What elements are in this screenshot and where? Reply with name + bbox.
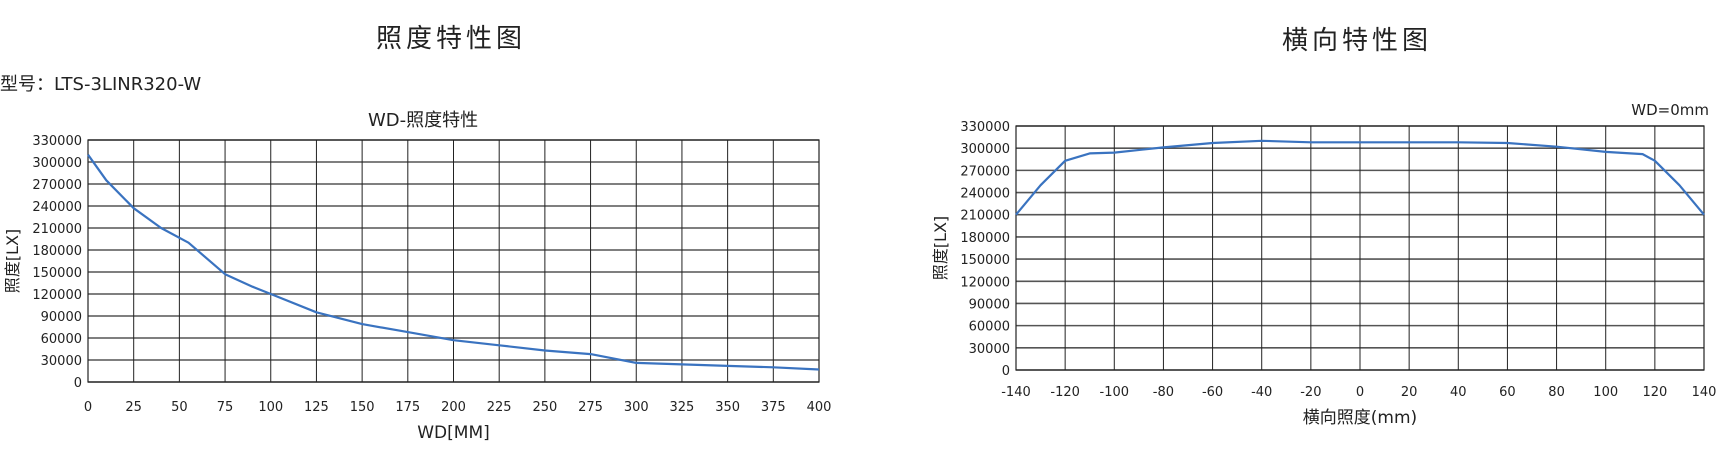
x-tick-label: 25 bbox=[125, 400, 142, 415]
y-tick-label: 300000 bbox=[960, 142, 1010, 157]
x-tick-label: 400 bbox=[807, 400, 832, 415]
y-axis-label: 照度[LX] bbox=[931, 216, 950, 280]
y-tick-label: 120000 bbox=[960, 275, 1010, 290]
y-tick-label: 30000 bbox=[41, 354, 82, 369]
x-tick-label: 325 bbox=[670, 400, 695, 415]
left-page-title: 照度特性图 bbox=[376, 24, 527, 54]
y-tick-label: 270000 bbox=[32, 178, 82, 193]
x-tick-label: 75 bbox=[217, 400, 234, 415]
x-tick-label: -20 bbox=[1300, 385, 1321, 400]
x-tick-label: -120 bbox=[1050, 385, 1080, 400]
y-axis-label: 照度[LX] bbox=[3, 229, 22, 293]
x-tick-label: 100 bbox=[258, 400, 283, 415]
x-tick-label: 125 bbox=[304, 400, 329, 415]
y-tick-label: 300000 bbox=[32, 156, 82, 171]
x-tick-label: 80 bbox=[1548, 385, 1565, 400]
x-tick-label: 175 bbox=[395, 400, 420, 415]
wd-annotation: WD=0mm bbox=[1631, 101, 1709, 119]
x-tick-label: 150 bbox=[350, 400, 375, 415]
x-tick-label: -40 bbox=[1251, 385, 1272, 400]
x-tick-label: 225 bbox=[487, 400, 512, 415]
y-tick-label: 150000 bbox=[32, 266, 82, 281]
y-tick-label: 90000 bbox=[969, 297, 1010, 312]
x-tick-label: -100 bbox=[1100, 385, 1130, 400]
y-tick-label: 210000 bbox=[32, 222, 82, 237]
x-tick-label: -80 bbox=[1153, 385, 1174, 400]
x-tick-label: 275 bbox=[578, 400, 603, 415]
y-tick-label: 0 bbox=[74, 376, 82, 391]
x-tick-label: 40 bbox=[1450, 385, 1467, 400]
left-chart-title: WD-照度特性 bbox=[368, 110, 479, 131]
x-axis-label: 横向照度(mm) bbox=[1303, 408, 1417, 428]
y-tick-label: 60000 bbox=[969, 320, 1010, 335]
y-tick-label: 330000 bbox=[32, 134, 82, 149]
y-tick-label: 180000 bbox=[32, 244, 82, 259]
x-tick-label: 60 bbox=[1499, 385, 1516, 400]
y-tick-label: 270000 bbox=[960, 164, 1010, 179]
series-line bbox=[87, 154, 820, 371]
x-tick-label: 50 bbox=[171, 400, 188, 415]
x-tick-label: 350 bbox=[715, 400, 740, 415]
model-label: 型号：LTS-3LINR320-W bbox=[0, 74, 202, 95]
y-tick-label: 90000 bbox=[41, 310, 82, 325]
x-tick-label: -60 bbox=[1202, 385, 1223, 400]
x-tick-label: 300 bbox=[624, 400, 649, 415]
right-page-title: 横向特性图 bbox=[1282, 26, 1433, 56]
x-tick-label: 120 bbox=[1642, 385, 1667, 400]
x-tick-label: 140 bbox=[1692, 385, 1717, 400]
x-tick-label: 0 bbox=[1356, 385, 1364, 400]
x-tick-label: 250 bbox=[532, 400, 557, 415]
x-tick-label: 20 bbox=[1401, 385, 1418, 400]
y-tick-label: 210000 bbox=[960, 209, 1010, 224]
x-tick-label: 200 bbox=[441, 400, 466, 415]
x-axis-label: WD[MM] bbox=[417, 423, 490, 443]
y-tick-label: 330000 bbox=[960, 120, 1010, 135]
y-tick-label: 240000 bbox=[32, 200, 82, 215]
x-tick-label: 0 bbox=[84, 400, 92, 415]
y-tick-label: 30000 bbox=[969, 342, 1010, 357]
y-tick-label: 180000 bbox=[960, 231, 1010, 246]
y-tick-label: 240000 bbox=[960, 187, 1010, 202]
x-tick-label: 375 bbox=[761, 400, 786, 415]
plot-frame bbox=[87, 139, 820, 383]
y-tick-label: 150000 bbox=[960, 253, 1010, 268]
y-tick-label: 60000 bbox=[41, 332, 82, 347]
x-tick-label: -140 bbox=[1001, 385, 1031, 400]
y-tick-label: 0 bbox=[1002, 364, 1010, 379]
y-tick-label: 120000 bbox=[32, 288, 82, 303]
plot-frame bbox=[1015, 125, 1705, 371]
x-tick-label: 100 bbox=[1593, 385, 1618, 400]
